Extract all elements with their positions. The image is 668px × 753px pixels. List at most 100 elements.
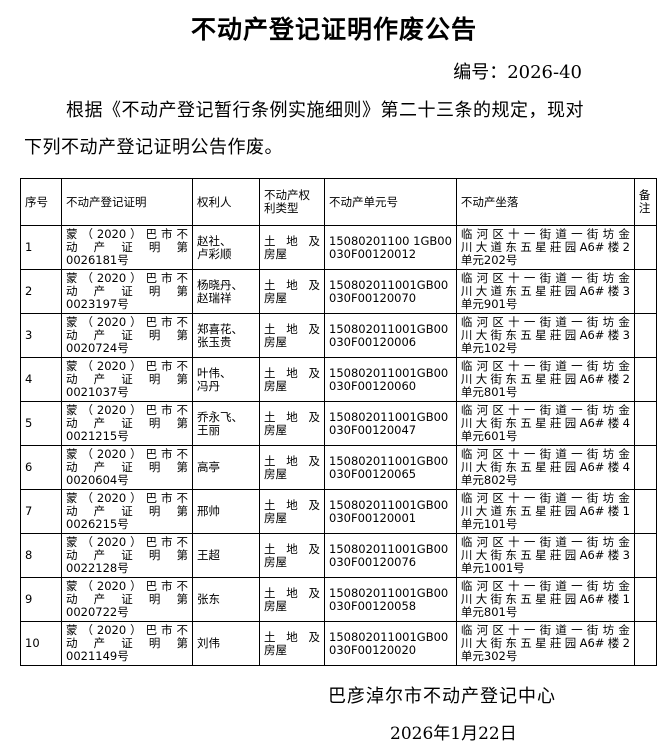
cell-note bbox=[633, 533, 657, 578]
cell-address-line: 川大街东五星莊园A6#楼2 bbox=[460, 372, 630, 386]
cell-cert-line: 蒙（2020）巴市不 bbox=[66, 579, 188, 593]
cell-owner: 乔永飞、 王丽 bbox=[192, 401, 260, 446]
cell-cert: 蒙（2020）巴市不 动产证明第 0022128号 bbox=[61, 533, 193, 578]
cell-type-line: 房屋 bbox=[264, 290, 287, 305]
cell-unit-line: 030F00120047 bbox=[329, 422, 417, 437]
cell-type: 土地及 房屋 bbox=[259, 225, 325, 270]
cell-owner-line: 冯丹 bbox=[197, 378, 220, 393]
table-row: 1 蒙（2020）巴市不 动产证明第 0026181号 赵社、 卢彩顺 土地及 房屋 15080… bbox=[20, 225, 657, 270]
cell-cert-line: 蒙（2020）巴市不 bbox=[66, 315, 188, 329]
cell-cert-line: 0020604号 bbox=[66, 473, 129, 487]
cell-address-line: 川大道东五星莊园A6#楼2 bbox=[460, 240, 630, 254]
cell-cert-line: 0021149号 bbox=[66, 649, 129, 663]
cell-unit: 150802011001GB00 030F00120001 bbox=[324, 489, 457, 534]
cell-cert-line: 动产证明第 bbox=[66, 240, 188, 254]
cell-cert-line: 0022128号 bbox=[66, 561, 129, 575]
cell-cert-line: 动产证明第 bbox=[66, 548, 188, 562]
cell-unit-line: 030F00120006 bbox=[329, 334, 417, 349]
cell-unit: 150802011001GB00 030F00120060 bbox=[324, 357, 457, 402]
cell-unit: 15080201100 1GB00 030F00120012 bbox=[324, 225, 457, 270]
cell-cert: 蒙（2020）巴市不 动产证明第 0020604号 bbox=[61, 445, 193, 490]
cell-address-line: 单元801号 bbox=[460, 385, 518, 399]
cell-address-line: 单元102号 bbox=[460, 341, 518, 355]
cell-type-line: 房屋 bbox=[264, 422, 287, 437]
cell-unit-line: 030F00120058 bbox=[329, 598, 417, 613]
cell-address-line: 临河区十一街道一街坊金 bbox=[460, 447, 630, 461]
cell-type-line: 房屋 bbox=[264, 554, 287, 569]
cell-type: 土地及 房屋 bbox=[259, 269, 325, 314]
cell-cert-line: 动产证明第 bbox=[66, 504, 188, 518]
cell-address-line: 单元101号 bbox=[460, 517, 518, 531]
cell-cert-line: 蒙（2020）巴市不 bbox=[66, 359, 188, 373]
cell-unit-line: 150802011001GB00 bbox=[329, 585, 449, 600]
void-certificate-table: 序号 不动产登记证明 权利人 不动产权利类型 不动产单元号 不动产坐落 备注 1… bbox=[20, 178, 657, 666]
cell-owner-line: 张东 bbox=[197, 592, 220, 606]
cell-cert-line: 动产证明第 bbox=[66, 636, 188, 650]
cell-unit-line: 150802011001GB00 bbox=[329, 277, 449, 292]
header-owner: 权利人 bbox=[192, 178, 260, 226]
cell-unit-line: 150802011001GB00 bbox=[329, 365, 449, 380]
header-seq: 序号 bbox=[20, 178, 62, 226]
cell-unit-line: 150802011001GB00 bbox=[329, 497, 449, 512]
cell-cert-line: 蒙（2020）巴市不 bbox=[66, 227, 188, 241]
cell-type-line: 土地及 bbox=[264, 233, 320, 248]
cell-cert-line: 动产证明第 bbox=[66, 284, 188, 298]
cell-address-line: 川大道东五星莊园A6#楼1 bbox=[460, 504, 630, 518]
cell-cert-line: 0020724号 bbox=[66, 341, 129, 355]
cell-unit: 150802011001GB00 030F00120006 bbox=[324, 313, 457, 358]
header-note: 备注 bbox=[633, 178, 657, 226]
cell-unit-line: 030F00120065 bbox=[329, 466, 417, 481]
cell-type: 土地及 房屋 bbox=[259, 621, 325, 666]
cell-address-line: 川大街东五星莊园A6#楼4 bbox=[460, 460, 630, 474]
cell-cert-line: 0026181号 bbox=[66, 253, 129, 267]
cell-cert-line: 蒙（2020）巴市不 bbox=[66, 623, 188, 637]
cell-type-line: 土地及 bbox=[264, 629, 320, 644]
cell-type-line: 房屋 bbox=[264, 510, 287, 525]
cell-unit-line: 030F00120060 bbox=[329, 378, 417, 393]
cell-cert: 蒙（2020）巴市不 动产证明第 0020724号 bbox=[61, 313, 193, 358]
cell-seq: 1 bbox=[20, 225, 62, 270]
cell-owner-line: 卢彩顺 bbox=[197, 246, 232, 261]
cell-note bbox=[633, 269, 657, 314]
cell-cert-line: 0020722号 bbox=[66, 605, 129, 619]
cell-owner-line: 叶伟、 bbox=[197, 365, 232, 380]
table-row: 2 蒙（2020）巴市不 动产证明第 0023197号 杨晓丹、 赵瑞祥 土地及 房屋 1508… bbox=[20, 269, 657, 314]
cell-address: 临河区十一街道一街坊金 川大街东五星莊园A6#楼4 单元802号 bbox=[455, 445, 635, 490]
table-row: 8 蒙（2020）巴市不 动产证明第 0022128号 王超 土地及 房屋 150802011… bbox=[20, 533, 657, 578]
cell-owner-line: 王超 bbox=[197, 548, 220, 562]
cell-seq: 5 bbox=[20, 401, 62, 446]
cell-address-line: 川大街东五星莊园A6#楼3 bbox=[460, 328, 630, 342]
cell-type-line: 土地及 bbox=[264, 585, 320, 600]
cell-note bbox=[633, 445, 657, 490]
cell-address-line: 单元601号 bbox=[460, 429, 518, 443]
cell-address: 临河区十一街道一街坊金 川大街东五星莊园A6#楼2 单元302号 bbox=[455, 621, 635, 666]
cell-owner: 叶伟、 冯丹 bbox=[192, 357, 260, 402]
cell-unit: 150802011001GB00 030F00120047 bbox=[324, 401, 457, 446]
cell-note bbox=[633, 489, 657, 534]
cell-cert-line: 动产证明第 bbox=[66, 416, 188, 430]
cell-cert-line: 动产证明第 bbox=[66, 592, 188, 606]
cell-note bbox=[633, 313, 657, 358]
cell-cert: 蒙（2020）巴市不 动产证明第 0023197号 bbox=[61, 269, 193, 314]
cell-owner: 杨晓丹、 赵瑞祥 bbox=[192, 269, 260, 314]
cell-unit-line: 150802011001GB00 bbox=[329, 541, 449, 556]
cell-type: 土地及 房屋 bbox=[259, 445, 325, 490]
cell-address-line: 单元802号 bbox=[460, 473, 518, 487]
cell-type: 土地及 房屋 bbox=[259, 489, 325, 534]
cell-unit-line: 030F00120001 bbox=[329, 510, 417, 525]
cell-address-line: 单元1001号 bbox=[460, 561, 525, 575]
cell-address: 临河区十一街道一街坊金 川大街东五星莊园A6#楼3 单元102号 bbox=[455, 313, 635, 358]
cell-address-line: 川大街东五星莊园A6#楼4 bbox=[460, 416, 630, 430]
cell-cert-line: 蒙（2020）巴市不 bbox=[66, 535, 188, 549]
cell-address: 临河区十一街道一街坊金 川大街东五星莊园A6#楼3 单元1001号 bbox=[455, 533, 635, 578]
cell-type-line: 土地及 bbox=[264, 453, 320, 468]
cell-owner-line: 乔永飞、 bbox=[197, 409, 243, 424]
cell-cert-line: 动产证明第 bbox=[66, 328, 188, 342]
notice-paragraph: 根据《不动产登记暂行条例实施细则》第二十三条的规定，现对下列不动产登记证明公告作… bbox=[24, 100, 584, 158]
table-row: 4 蒙（2020）巴市不 动产证明第 0021037号 叶伟、 冯丹 土地及 房屋 150802… bbox=[20, 357, 657, 402]
issue-date: 2026年1月22日 bbox=[390, 724, 517, 744]
issuing-organization: 巴彦淖尔市不动产登记中心 bbox=[328, 686, 556, 707]
cell-unit: 150802011001GB00 030F00120076 bbox=[324, 533, 457, 578]
cell-cert-line: 蒙（2020）巴市不 bbox=[66, 403, 188, 417]
cell-address: 临河区十一街道一街坊金 川大街东五星莊园A6#楼1 单元801号 bbox=[455, 577, 635, 622]
